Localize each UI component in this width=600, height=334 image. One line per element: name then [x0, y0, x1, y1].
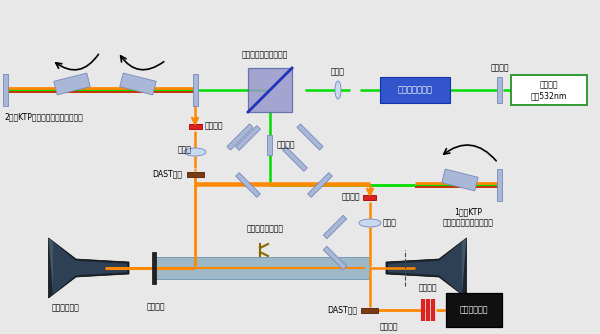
Polygon shape	[386, 238, 466, 298]
Polygon shape	[388, 241, 462, 294]
Text: イメージング試料: イメージング試料	[247, 224, 283, 233]
Polygon shape	[236, 173, 260, 197]
Polygon shape	[236, 126, 260, 150]
Polygon shape	[49, 238, 53, 294]
Polygon shape	[323, 246, 347, 270]
Text: 1波長KTP
光パラメトリック発振器: 1波長KTP 光パラメトリック発振器	[443, 207, 493, 227]
Bar	[187, 171, 203, 176]
Text: DAST結晶: DAST結晶	[327, 306, 357, 315]
Text: 励起光源: 励起光源	[540, 80, 558, 90]
Bar	[152, 252, 156, 284]
Text: 半波長板: 半波長板	[277, 141, 295, 150]
Bar	[361, 308, 379, 313]
Polygon shape	[442, 169, 478, 191]
Bar	[155, 257, 370, 279]
Bar	[248, 68, 292, 112]
Text: レンズ: レンズ	[331, 67, 345, 76]
Polygon shape	[53, 241, 127, 294]
Text: 近赤外カメラ: 近赤外カメラ	[460, 306, 488, 315]
Polygon shape	[120, 73, 156, 95]
Polygon shape	[2, 74, 8, 106]
Polygon shape	[54, 73, 90, 95]
Text: フィルタ: フィルタ	[341, 192, 360, 201]
Bar	[364, 194, 377, 199]
Polygon shape	[193, 74, 197, 106]
Text: 近赤外光: 近赤外光	[380, 322, 398, 331]
Bar	[446, 293, 502, 327]
Ellipse shape	[359, 219, 381, 227]
Polygon shape	[268, 135, 272, 155]
Text: フィルタ: フィルタ	[147, 302, 165, 311]
Polygon shape	[49, 238, 129, 298]
Text: フィルタ: フィルタ	[419, 283, 437, 292]
Polygon shape	[227, 124, 253, 150]
Bar	[188, 124, 202, 129]
Ellipse shape	[184, 148, 206, 156]
Text: 光アイソレータ: 光アイソレータ	[397, 86, 433, 95]
Text: レンズ: レンズ	[383, 218, 397, 227]
Text: 偏光ビームスプリッタ: 偏光ビームスプリッタ	[242, 50, 288, 59]
Polygon shape	[497, 77, 502, 103]
Ellipse shape	[335, 81, 341, 99]
Text: テラヘルツ波: テラヘルツ波	[51, 303, 79, 312]
Text: 波長532nm: 波長532nm	[531, 92, 567, 101]
Text: フィルタ: フィルタ	[205, 122, 223, 131]
Text: 2波長KTP光パラメトリック発振器: 2波長KTP光パラメトリック発振器	[4, 112, 83, 121]
Polygon shape	[462, 238, 466, 294]
Bar	[380, 77, 450, 103]
Polygon shape	[283, 147, 307, 171]
Text: 半波長板: 半波長板	[491, 63, 509, 72]
Bar	[511, 75, 587, 105]
Polygon shape	[297, 124, 323, 150]
Polygon shape	[323, 215, 347, 239]
Text: DAST結晶: DAST結晶	[152, 169, 182, 178]
Polygon shape	[308, 173, 332, 197]
Text: レンズ: レンズ	[178, 146, 192, 155]
Polygon shape	[497, 169, 502, 201]
